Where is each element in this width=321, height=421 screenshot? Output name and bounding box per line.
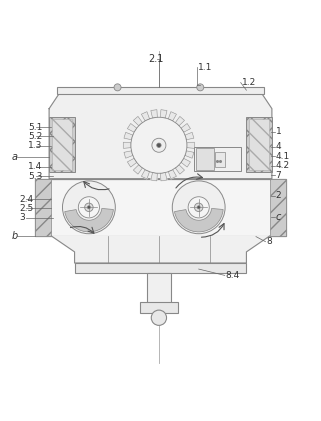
Circle shape — [151, 310, 167, 325]
Polygon shape — [51, 236, 270, 263]
Text: 4.1: 4.1 — [276, 152, 290, 161]
Polygon shape — [49, 94, 272, 179]
Circle shape — [131, 117, 187, 173]
Polygon shape — [124, 132, 133, 140]
Polygon shape — [127, 158, 137, 167]
Polygon shape — [160, 173, 167, 181]
Polygon shape — [168, 170, 177, 179]
Polygon shape — [187, 142, 195, 148]
Wedge shape — [65, 208, 113, 232]
Bar — [35, 179, 286, 236]
Bar — [270, 179, 286, 236]
Bar — [195, 149, 214, 170]
Circle shape — [152, 138, 166, 152]
Bar — [35, 179, 51, 236]
Circle shape — [87, 206, 91, 209]
Text: 5.3: 5.3 — [29, 172, 43, 181]
Polygon shape — [141, 170, 150, 179]
Polygon shape — [181, 123, 190, 132]
Polygon shape — [133, 117, 143, 126]
Polygon shape — [175, 117, 185, 126]
Polygon shape — [123, 142, 131, 148]
Circle shape — [157, 143, 161, 147]
Text: 8: 8 — [266, 237, 272, 246]
Text: 1.1: 1.1 — [198, 63, 213, 72]
Polygon shape — [124, 151, 133, 158]
Polygon shape — [175, 165, 185, 174]
Text: b: b — [12, 231, 18, 241]
Polygon shape — [127, 123, 137, 132]
Wedge shape — [175, 208, 223, 232]
Circle shape — [188, 197, 209, 218]
Text: 4.2: 4.2 — [276, 161, 290, 171]
Circle shape — [78, 197, 100, 218]
Bar — [194, 147, 241, 171]
Bar — [140, 302, 178, 313]
Bar — [57, 87, 264, 94]
Polygon shape — [141, 112, 150, 121]
Polygon shape — [133, 165, 143, 174]
Text: 3: 3 — [19, 213, 25, 222]
Bar — [249, 119, 269, 170]
Polygon shape — [185, 132, 194, 140]
Text: 4: 4 — [276, 142, 281, 152]
Circle shape — [197, 206, 200, 209]
Circle shape — [197, 84, 204, 91]
Bar — [247, 117, 272, 172]
Text: 5.1: 5.1 — [29, 123, 43, 132]
Polygon shape — [185, 151, 194, 158]
Bar — [74, 263, 247, 272]
Text: 7: 7 — [276, 171, 282, 180]
Text: 2.1: 2.1 — [148, 54, 164, 64]
Polygon shape — [160, 110, 167, 118]
Bar — [147, 272, 171, 303]
Text: 1.2: 1.2 — [242, 78, 256, 87]
Polygon shape — [151, 173, 157, 181]
Text: 5.2: 5.2 — [29, 132, 43, 141]
Circle shape — [172, 181, 225, 234]
Text: 2.5: 2.5 — [19, 204, 33, 213]
Polygon shape — [168, 112, 177, 121]
Text: c: c — [276, 211, 281, 221]
Bar — [49, 117, 74, 172]
Text: 1.4: 1.4 — [29, 163, 43, 171]
Circle shape — [63, 181, 115, 234]
Polygon shape — [151, 110, 157, 118]
Circle shape — [195, 203, 203, 211]
Text: 8.4: 8.4 — [226, 271, 240, 280]
Circle shape — [85, 203, 93, 211]
Bar — [215, 152, 225, 167]
Polygon shape — [181, 158, 190, 167]
Text: 1: 1 — [276, 127, 282, 136]
Text: 2: 2 — [276, 192, 281, 200]
Circle shape — [114, 84, 121, 91]
Text: 2.4: 2.4 — [19, 195, 33, 203]
Text: a: a — [12, 152, 18, 163]
Bar — [52, 119, 72, 170]
Text: 1.3: 1.3 — [29, 141, 43, 150]
